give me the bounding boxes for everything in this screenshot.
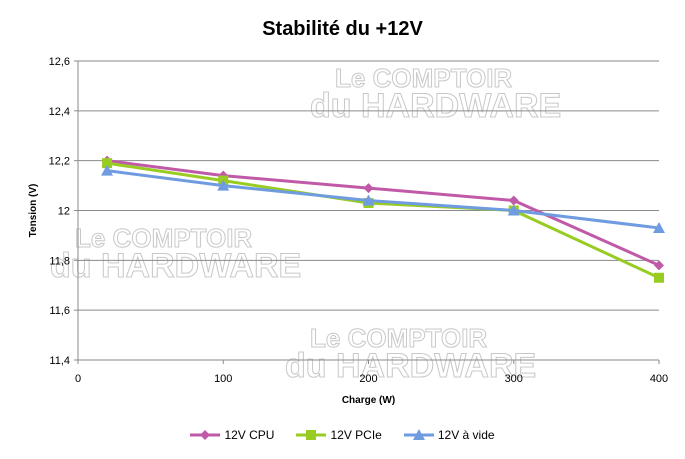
legend-label: 12V PCIe [330, 428, 382, 442]
legend-square-icon [296, 430, 327, 440]
data-point [654, 272, 664, 283]
legend-marker [200, 430, 211, 440]
watermark-line1: Le COMPTOIR [335, 63, 512, 93]
data-point [362, 194, 375, 206]
data-point [102, 158, 113, 169]
data-point [363, 183, 374, 194]
legend-label: 12V à vide [437, 428, 495, 442]
legend-marker [306, 430, 317, 440]
chart-title: Stabilité du +12V [262, 18, 423, 40]
watermark-line1: Le COMPTOIR [310, 323, 487, 353]
legend-item: 12V PCIe [296, 428, 382, 442]
x-tick-label: 200 [359, 373, 377, 385]
y-axis-label: Tension (V) [28, 184, 39, 238]
y-tick-label: 12 [58, 206, 70, 218]
x-tick-label: 300 [505, 373, 523, 385]
data-point [508, 195, 519, 206]
legend: 12V CPU 12V PCIe 12V à vide [0, 428, 685, 442]
watermark-line1: Le COMPTOIR [75, 223, 252, 253]
watermark-line2: du HARDWARE [285, 347, 536, 385]
legend-marker [412, 429, 425, 440]
x-tick-label: 100 [214, 373, 232, 385]
y-tick-label: 12,2 [49, 156, 70, 168]
legend-label: 12V CPU [224, 428, 275, 442]
y-tick-label: 11,8 [49, 255, 70, 267]
x-tick-label: 400 [650, 373, 668, 385]
data-point [654, 260, 664, 271]
legend-item: 12V CPU [190, 428, 274, 442]
legend-diamond-icon [190, 430, 221, 440]
watermark-line2: du HARDWARE [50, 247, 301, 285]
x-axis-label: Charge (W) [342, 395, 395, 406]
data-point [653, 221, 665, 233]
legend-item: 12V à vide [403, 428, 495, 442]
y-tick-label: 12,6 [49, 56, 70, 68]
y-tick-label: 11,4 [49, 355, 70, 367]
series-line [106, 169, 660, 230]
y-tick-label: 11,6 [49, 305, 70, 317]
series-2 [101, 164, 665, 233]
data-point [217, 179, 230, 191]
data-point [507, 204, 520, 216]
legend-triangle-icon [403, 429, 434, 440]
data-point [101, 164, 114, 176]
watermark-line2: du HARDWARE [310, 87, 561, 125]
x-tick-label: 0 [75, 373, 81, 385]
y-tick-label: 12,4 [49, 106, 70, 118]
